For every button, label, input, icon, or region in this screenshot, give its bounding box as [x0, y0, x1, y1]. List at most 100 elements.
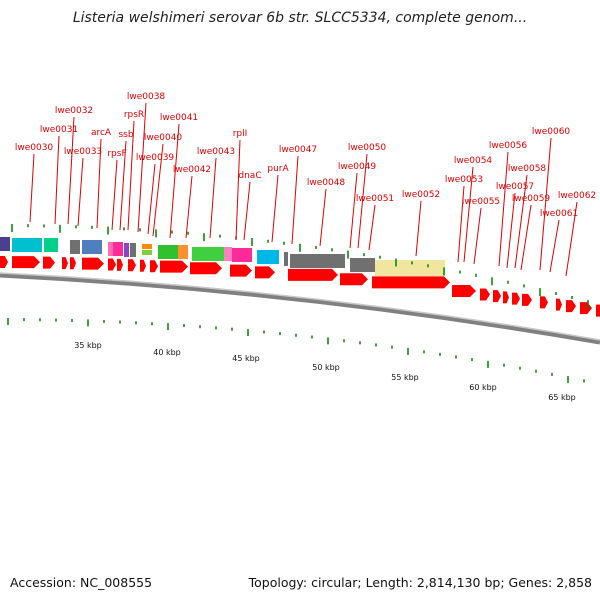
cog-feature	[192, 247, 224, 261]
cds-arrow	[140, 259, 146, 272]
cog-feature	[257, 250, 279, 264]
gene-leader-line	[473, 207, 482, 265]
cog-feature	[158, 245, 178, 259]
gene-leader-line	[67, 116, 75, 225]
gene-leader-line	[463, 166, 474, 263]
gene-leader-line	[514, 174, 528, 269]
cds-arrow	[150, 260, 158, 273]
gene-label: rplI	[233, 129, 248, 139]
gene-label: lwe0054	[454, 156, 493, 166]
gene-label: lwe0049	[338, 162, 377, 172]
gene-label: lwe0042	[173, 165, 211, 175]
scale-label: 65 kbp	[548, 393, 576, 402]
gene-label: lwe0048	[307, 178, 346, 188]
cds-arrow	[117, 258, 123, 271]
cog-feature	[70, 240, 80, 254]
cds-arrow	[160, 260, 188, 273]
gene-leader-line	[235, 139, 241, 241]
gene-label: lwe0053	[445, 175, 483, 185]
cds-arrow	[493, 290, 501, 303]
gene-leader-line	[169, 123, 180, 239]
scale-label: 50 kbp	[312, 363, 340, 372]
gene-leader-line	[520, 204, 532, 271]
cds-arrow	[480, 288, 490, 301]
gene-label: lwe0062	[558, 191, 596, 201]
gene-leader-line	[119, 140, 127, 231]
gene-leader-line	[111, 159, 118, 231]
cds-track	[0, 256, 600, 317]
gene-label: lwe0032	[55, 106, 93, 116]
scale-label: 60 kbp	[469, 383, 497, 392]
cds-arrow	[580, 302, 592, 315]
scale-tick-track	[7, 318, 585, 384]
scale-labels: 35 kbp 40 kbp 45 kbp 50 kbp 55 kbp 60 kbp 65 k…	[74, 341, 576, 402]
cog-feature	[178, 245, 188, 259]
gene-label: lwe0041	[160, 113, 198, 123]
gene-label: lwe0051	[356, 194, 394, 204]
gene-label: rpsF	[107, 149, 126, 159]
gene-label: lwe0056	[489, 141, 528, 151]
cog-feature	[284, 252, 288, 266]
accession-label: Accession: NC_008555	[10, 575, 153, 590]
gene-leader-line	[349, 172, 358, 249]
gene-label: lwe0061	[540, 209, 578, 219]
gene-leader-line	[137, 102, 147, 233]
cog-feature	[142, 250, 152, 255]
cog-feature	[130, 243, 136, 257]
cds-arrow	[340, 273, 368, 286]
cds-arrow	[288, 268, 338, 281]
gene-leader-line	[29, 153, 35, 223]
gene-label: lwe0030	[15, 143, 54, 153]
cog-feature	[12, 238, 42, 252]
gene-label: purA	[267, 164, 289, 174]
genome-backbone-highlight	[0, 272, 600, 341]
cog-feature	[350, 258, 375, 272]
gene-leader-line	[368, 204, 376, 251]
gene-leader-line	[147, 163, 156, 235]
gene-leader-line	[565, 201, 578, 277]
gene-label: lwe0060	[532, 127, 571, 137]
cog-feature	[290, 254, 345, 268]
gene-leader-line	[152, 143, 164, 237]
cds-arrow	[12, 256, 40, 269]
gene-label: lwe0040	[144, 133, 183, 143]
gene-leader-line	[498, 151, 509, 267]
gene-leader-line	[127, 120, 135, 231]
gene-label: lwe0047	[279, 145, 317, 155]
cog-feature	[82, 240, 102, 254]
cds-arrow	[43, 256, 55, 269]
cog-feature	[142, 244, 152, 249]
gene-labels: lwe0030 lwe0031 lwe0032 lwe0033 arcA ssb rpsF r…	[15, 92, 596, 277]
gene-label: lwe0058	[508, 164, 547, 174]
genome-backbone	[0, 272, 600, 345]
cds-arrow	[128, 259, 136, 272]
scale-label: 55 kbp	[391, 373, 419, 382]
gene-label: lwe0033	[64, 147, 102, 157]
cds-arrow	[255, 266, 275, 279]
gene-leader-line	[539, 137, 552, 271]
cog-feature-track	[0, 237, 445, 276]
cds-arrow	[556, 298, 562, 311]
gene-leader-line	[209, 157, 217, 239]
gene-leader-line	[185, 175, 193, 239]
gene-label: arcA	[91, 128, 112, 138]
gene-leader-line	[271, 174, 279, 243]
cds-arrow	[62, 257, 68, 270]
scale-label: 40 kbp	[153, 348, 181, 357]
cds-arrow	[70, 257, 76, 270]
gene-label: lwe0057	[496, 182, 534, 192]
cog-feature	[375, 260, 445, 276]
cds-arrow	[452, 285, 476, 298]
gene-leader-line	[549, 219, 560, 273]
cog-feature	[0, 237, 10, 251]
cds-arrow	[108, 258, 116, 271]
cds-arrow	[522, 293, 532, 306]
cds-arrow	[0, 256, 8, 268]
gene-leader-line	[243, 181, 251, 241]
gene-label: lwe0038	[127, 92, 166, 102]
gene-label: lwe0055	[462, 197, 500, 207]
gene-label: lwe0039	[136, 153, 175, 163]
gene-label: dnaC	[238, 171, 261, 181]
gene-label: ssb	[118, 130, 133, 140]
